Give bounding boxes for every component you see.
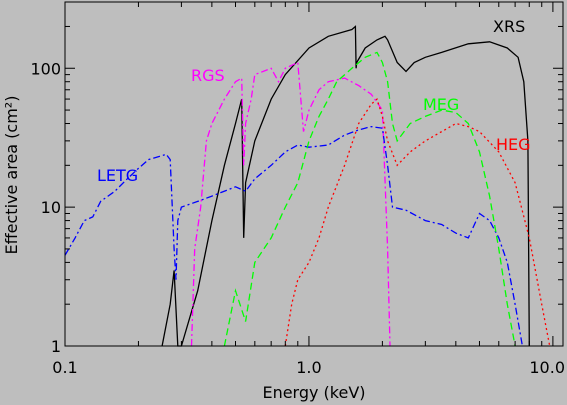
series-line-letg — [64, 125, 524, 347]
tick-layer — [64, 1, 563, 347]
y-tick-label: 10 — [41, 198, 61, 217]
y-tick-label: 100 — [30, 59, 61, 78]
series-line-xrs — [161, 25, 530, 347]
annotation-rgs: RGS — [191, 66, 225, 85]
annotation-xrs: XRS — [493, 17, 525, 36]
y-axis-label: Effective area (cm²) — [2, 96, 21, 255]
series-line-rgs — [190, 61, 391, 347]
annotation-meg: MEG — [423, 95, 459, 114]
tick-label-layer: 0.1 1.0 10.0 1 10 100 — [30, 59, 565, 377]
annotation-letg: LETG — [97, 166, 138, 185]
annotation-layer: XRS RGS LETG MEG HEG — [97, 17, 531, 185]
x-axis-label: Energy (keV) — [262, 383, 365, 402]
x-tick-label: 0.1 — [52, 358, 77, 377]
plot-frame — [64, 1, 564, 347]
y-tick-label: 1 — [51, 337, 61, 356]
series-layer — [64, 25, 551, 347]
x-tick-label: 10.0 — [529, 358, 565, 377]
annotation-heg: HEG — [496, 135, 531, 154]
x-tick-label: 1.0 — [296, 358, 321, 377]
series-line-heg — [284, 97, 551, 347]
series-line-meg — [223, 51, 516, 347]
